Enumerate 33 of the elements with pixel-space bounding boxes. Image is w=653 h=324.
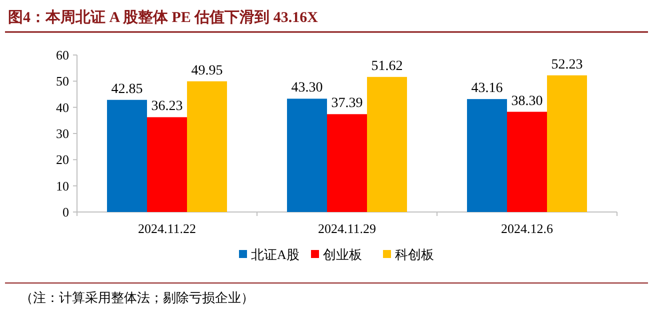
bar — [467, 99, 507, 212]
data-label: 42.85 — [111, 82, 143, 97]
data-label: 52.23 — [551, 57, 583, 72]
x-tick-label: 2024.11.29 — [318, 221, 376, 236]
data-label: 36.23 — [151, 99, 183, 114]
bar — [327, 114, 367, 212]
y-tick-label: 0 — [62, 204, 69, 220]
data-label: 49.95 — [191, 63, 223, 78]
chart-title: 图4：本周北证 A 股整体 PE 估值下滑到 43.16X — [8, 9, 318, 26]
legend-label: 创业板 — [323, 247, 362, 262]
y-tick-label: 30 — [56, 126, 69, 141]
data-label: 38.30 — [511, 94, 543, 109]
legend-label: 北证A股 — [251, 247, 300, 262]
bar — [107, 100, 147, 212]
x-tick-label: 2024.11.22 — [138, 221, 196, 236]
y-tick-label: 10 — [56, 178, 69, 194]
data-label: 43.16 — [471, 81, 503, 96]
text: （注：计算采用整体法；剔除亏损企业） — [20, 290, 254, 305]
data-label: 43.30 — [291, 80, 323, 96]
bar — [507, 112, 547, 212]
x-tick-label: 2024.12.6 — [501, 221, 554, 236]
bar — [547, 75, 587, 212]
bar — [287, 98, 327, 212]
y-tick-label: 50 — [56, 74, 69, 89]
legend-label: 科创板 — [395, 247, 434, 262]
y-tick-label: 20 — [56, 152, 69, 168]
y-tick-label: 40 — [56, 100, 69, 115]
y-tick-label: 60 — [56, 48, 69, 62]
bar — [147, 117, 187, 212]
data-label: 51.62 — [371, 58, 403, 74]
bar — [187, 81, 227, 212]
bar — [367, 76, 407, 212]
data-label: 37.39 — [331, 96, 363, 112]
